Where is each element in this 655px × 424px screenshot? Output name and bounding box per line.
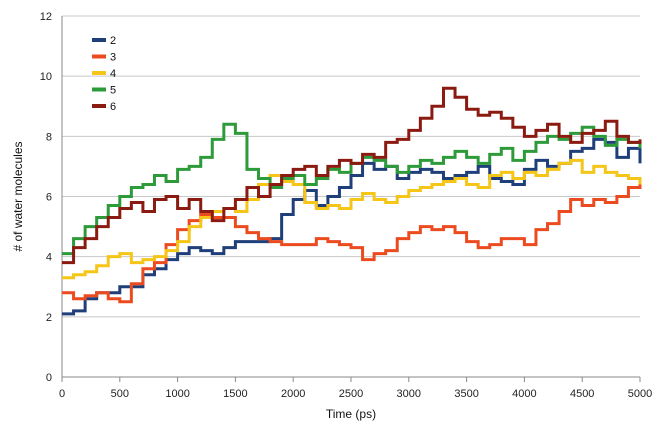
series-line-4: [62, 158, 642, 280]
y-tick-label: 2: [46, 312, 52, 324]
y-axis-title: # of water molecules: [11, 141, 25, 251]
legend-label-4: 4: [110, 68, 116, 80]
x-tick-label: 5000: [628, 388, 652, 400]
legend-label-2: 2: [110, 35, 116, 47]
x-tick-label: 0: [59, 388, 65, 400]
legend-label-3: 3: [110, 52, 116, 64]
y-tick-label: 0: [46, 372, 52, 384]
series-line-3: [62, 178, 642, 304]
x-tick-label: 4000: [512, 388, 536, 400]
axes: 0 2 4 6 8 10 12 0 500 1000 1500 2000 2500 3000 3500 400…: [40, 11, 652, 400]
x-tick-label: 1000: [165, 388, 189, 400]
gridlines: [62, 15, 640, 378]
x-axis-title: Time (ps): [326, 407, 376, 421]
x-tick-label: 500: [111, 388, 129, 400]
y-tick-label: 12: [40, 11, 52, 23]
x-tick-label: 3500: [454, 388, 478, 400]
legend-label-5: 5: [110, 85, 116, 97]
x-tick-label: 4500: [570, 388, 594, 400]
y-tick-label: 10: [40, 71, 52, 83]
x-tick-label: 1500: [223, 388, 247, 400]
x-tick-label: 2500: [339, 388, 363, 400]
y-tick-label: 6: [46, 192, 52, 204]
y-tick-label: 4: [46, 252, 52, 264]
legend: 2 3 4 5 6: [92, 35, 116, 113]
y-tick-label: 8: [46, 131, 52, 143]
x-tick-label: 3000: [397, 388, 421, 400]
series-line-5: [62, 122, 642, 256]
series-line-6: [62, 86, 642, 265]
series-lines: [62, 86, 642, 316]
legend-label-6: 6: [110, 101, 116, 113]
x-tick-label: 2000: [281, 388, 305, 400]
